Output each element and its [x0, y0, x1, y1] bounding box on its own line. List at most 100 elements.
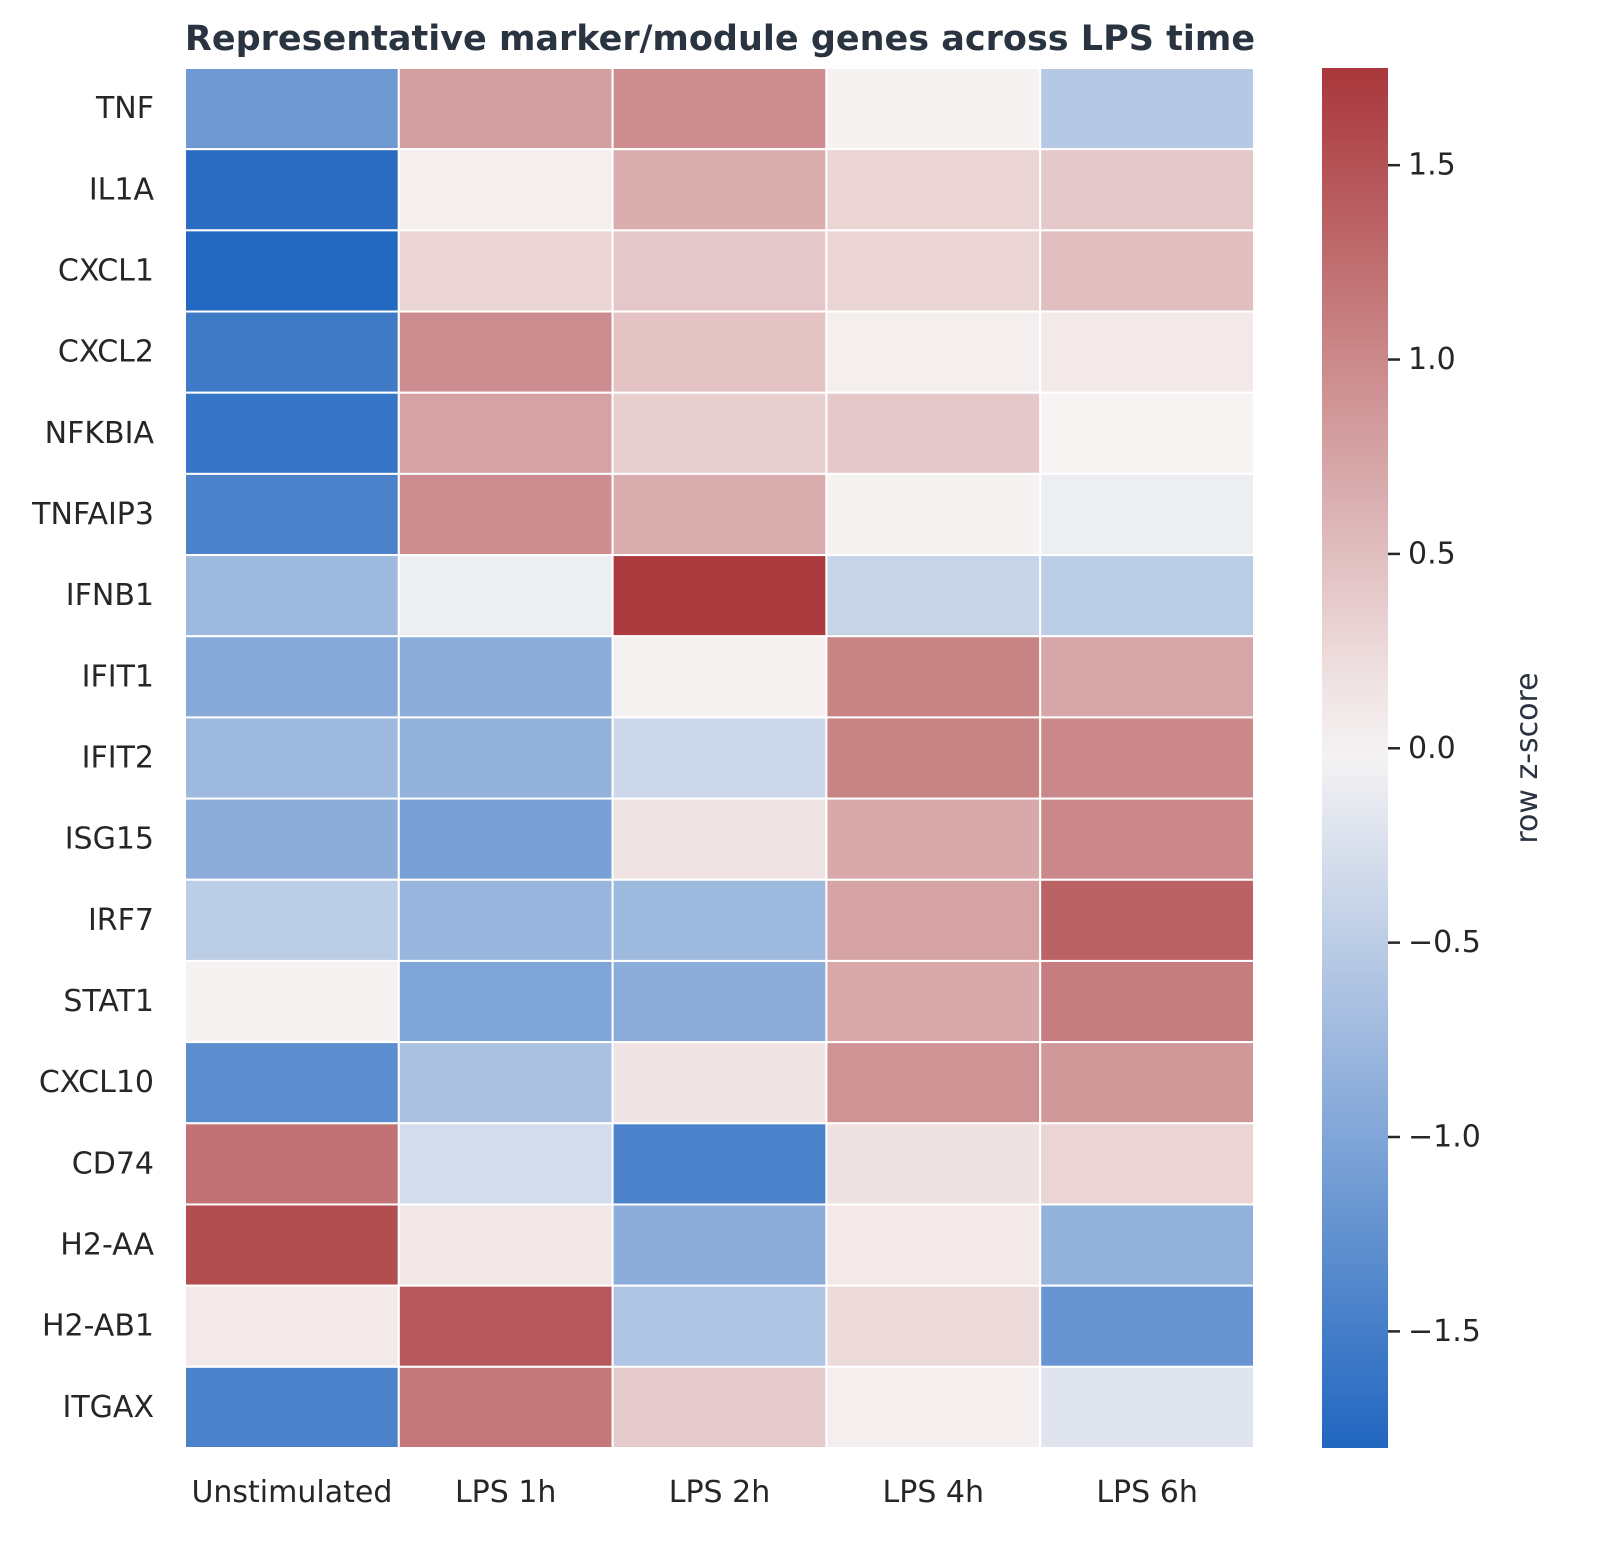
heatmap-cell-il1a-unstimulated: [184, 148, 400, 232]
row-labels: TNF IL1A CXCL1 CXCL2 NFKBIA TNFAIP3 IFNB1 IFIT1…: [31, 91, 154, 1425]
row-label: IFIT2: [82, 741, 154, 776]
heatmap-cell-ifit1-lps-1h: [397, 635, 614, 719]
row-label: IFNB1: [66, 578, 154, 613]
heatmap-cell-cd74-unstimulated: [184, 1122, 400, 1206]
heatmap-cell-cxcl1-lps-4h: [825, 229, 1042, 313]
row-label: NFKBIA: [45, 416, 155, 451]
heatmap-cell-il1a-lps-2h: [611, 148, 828, 232]
heatmap-cell-cd74-lps-6h: [1039, 1122, 1255, 1206]
heatmap-cell-stat1-unstimulated: [184, 959, 400, 1044]
heatmap-cell-cxcl10-lps-2h: [611, 1041, 828, 1125]
heatmap-cell-stat1-lps-1h: [397, 959, 614, 1044]
heatmap-cell-isg15-lps-2h: [611, 797, 828, 881]
colorbar-tick-label: −0.5: [1408, 925, 1481, 960]
heatmap-cell-h2-ab1-lps-4h: [825, 1284, 1042, 1368]
heatmap-cell-h2-ab1-unstimulated: [184, 1284, 400, 1368]
heatmap-cell-cd74-lps-2h: [611, 1122, 828, 1206]
row-label: CXCL10: [39, 1065, 154, 1100]
column-label: LPS 6h: [1096, 1475, 1197, 1510]
heatmap-cell-ifnb1-lps-6h: [1039, 554, 1255, 638]
row-label: CXCL2: [58, 335, 154, 370]
heatmap-cell-irf7-lps-1h: [397, 878, 614, 962]
heatmap-cell-cxcl2-lps-4h: [825, 310, 1042, 394]
heatmap-cell-isg15-unstimulated: [184, 797, 400, 881]
heatmap-cell-irf7-lps-4h: [825, 878, 1042, 962]
heatmap-cell-ifit1-unstimulated: [184, 635, 400, 719]
heatmap-cell-cxcl2-lps-1h: [397, 310, 614, 394]
heatmap-cell-ifit2-unstimulated: [184, 716, 400, 800]
heatmap-cell-cxcl10-lps-6h: [1039, 1041, 1255, 1125]
heatmap-cell-il1a-lps-1h: [397, 148, 614, 232]
heatmap-cell-h2-aa-lps-2h: [611, 1203, 828, 1287]
heatmap-cell-irf7-lps-2h: [611, 878, 828, 962]
heatmap-cell-cxcl10-lps-4h: [825, 1041, 1042, 1125]
heatmap-cell-ifit2-lps-2h: [611, 716, 828, 800]
column-label: LPS 1h: [455, 1475, 556, 1510]
heatmap-cell-itgax-lps-2h: [611, 1365, 828, 1449]
heatmap-cell-cxcl2-lps-6h: [1039, 310, 1255, 394]
heatmap-cell-cxcl1-lps-6h: [1039, 229, 1255, 313]
column-label: Unstimulated: [191, 1475, 392, 1510]
heatmap-cell-cxcl1-lps-2h: [611, 229, 828, 313]
heatmap-cell-isg15-lps-6h: [1039, 797, 1255, 881]
heatmap-cell-nfkbia-lps-1h: [397, 391, 614, 475]
heatmap-cell-tnfaip3-unstimulated: [184, 472, 400, 557]
heatmap-cell-h2-ab1-lps-6h: [1039, 1284, 1255, 1368]
heatmap-cell-cd74-lps-1h: [397, 1122, 614, 1206]
heatmap-cell-ifit1-lps-6h: [1039, 635, 1255, 719]
column-label: LPS 4h: [883, 1475, 984, 1510]
heatmap-cell-itgax-lps-1h: [397, 1365, 614, 1449]
heatmap-cell-irf7-unstimulated: [184, 878, 400, 962]
heatmap-cell-stat1-lps-6h: [1039, 959, 1255, 1044]
heatmap-cell-tnf-lps-2h: [611, 67, 828, 151]
heatmap-cell-ifnb1-unstimulated: [184, 554, 400, 638]
heatmap-cell-tnf-unstimulated: [184, 67, 400, 151]
heatmap-cell-tnf-lps-4h: [825, 67, 1042, 151]
colorbar-tick-label: −1.5: [1408, 1314, 1481, 1349]
row-label: H2-AB1: [42, 1309, 154, 1344]
heatmap-cell-ifnb1-lps-4h: [825, 554, 1042, 638]
heatmap-cell-ifit1-lps-4h: [825, 635, 1042, 719]
heatmap-cell-ifit1-lps-2h: [611, 635, 828, 719]
heatmap-cell-stat1-lps-4h: [825, 959, 1042, 1044]
colorbar-gradient: [1322, 68, 1388, 1448]
colorbar-tick-label: 0.5: [1408, 536, 1456, 571]
heatmap-cell-tnf-lps-6h: [1039, 67, 1255, 151]
heatmap-cell-ifnb1-lps-1h: [397, 554, 614, 638]
heatmap-cell-isg15-lps-4h: [825, 797, 1042, 881]
heatmap-cell-nfkbia-unstimulated: [184, 391, 400, 475]
heatmap-cell-cxcl1-lps-1h: [397, 229, 614, 313]
heatmap-cell-cxcl10-unstimulated: [184, 1041, 400, 1125]
column-label: LPS 2h: [669, 1475, 770, 1510]
heatmap-cell-h2-aa-unstimulated: [184, 1203, 400, 1287]
row-label: CD74: [72, 1146, 154, 1181]
heatmap-cell-ifnb1-lps-2h: [611, 554, 828, 638]
heatmap-cell-il1a-lps-4h: [825, 148, 1042, 232]
heatmap-cell-ifit2-lps-6h: [1039, 716, 1255, 800]
chart-title: Representative marker/module genes acros…: [185, 19, 1255, 59]
heatmap-cell-h2-aa-lps-4h: [825, 1203, 1042, 1287]
row-label: CXCL1: [58, 253, 154, 288]
heatmap-cell-itgax-lps-4h: [825, 1365, 1042, 1449]
heatmap-cell-h2-aa-lps-1h: [397, 1203, 614, 1287]
heatmap-cell-stat1-lps-2h: [611, 959, 828, 1044]
heatmap-cell-ifit2-lps-1h: [397, 716, 614, 800]
row-label: STAT1: [63, 984, 154, 1019]
row-label: TNFAIP3: [31, 497, 154, 532]
row-label: ISG15: [65, 822, 154, 857]
heatmap-cells: [184, 67, 1255, 1449]
heatmap-cell-tnfaip3-lps-4h: [825, 472, 1042, 557]
heatmap-cell-isg15-lps-1h: [397, 797, 614, 881]
row-label: TNF: [95, 91, 154, 126]
heatmap-cell-nfkbia-lps-6h: [1039, 391, 1255, 475]
row-label: ITGAX: [63, 1390, 155, 1425]
heatmap-cell-il1a-lps-6h: [1039, 148, 1255, 232]
colorbar-tick-label: 1.0: [1408, 342, 1456, 377]
heatmap-cell-cxcl1-unstimulated: [184, 229, 400, 313]
heatmap-cell-cxcl2-lps-2h: [611, 310, 828, 394]
row-label: IFIT1: [82, 659, 154, 694]
heatmap-cell-ifit2-lps-4h: [825, 716, 1042, 800]
heatmap-cell-tnfaip3-lps-1h: [397, 472, 614, 557]
heatmap-cell-h2-aa-lps-6h: [1039, 1203, 1255, 1287]
heatmap-cell-h2-ab1-lps-1h: [397, 1284, 614, 1368]
